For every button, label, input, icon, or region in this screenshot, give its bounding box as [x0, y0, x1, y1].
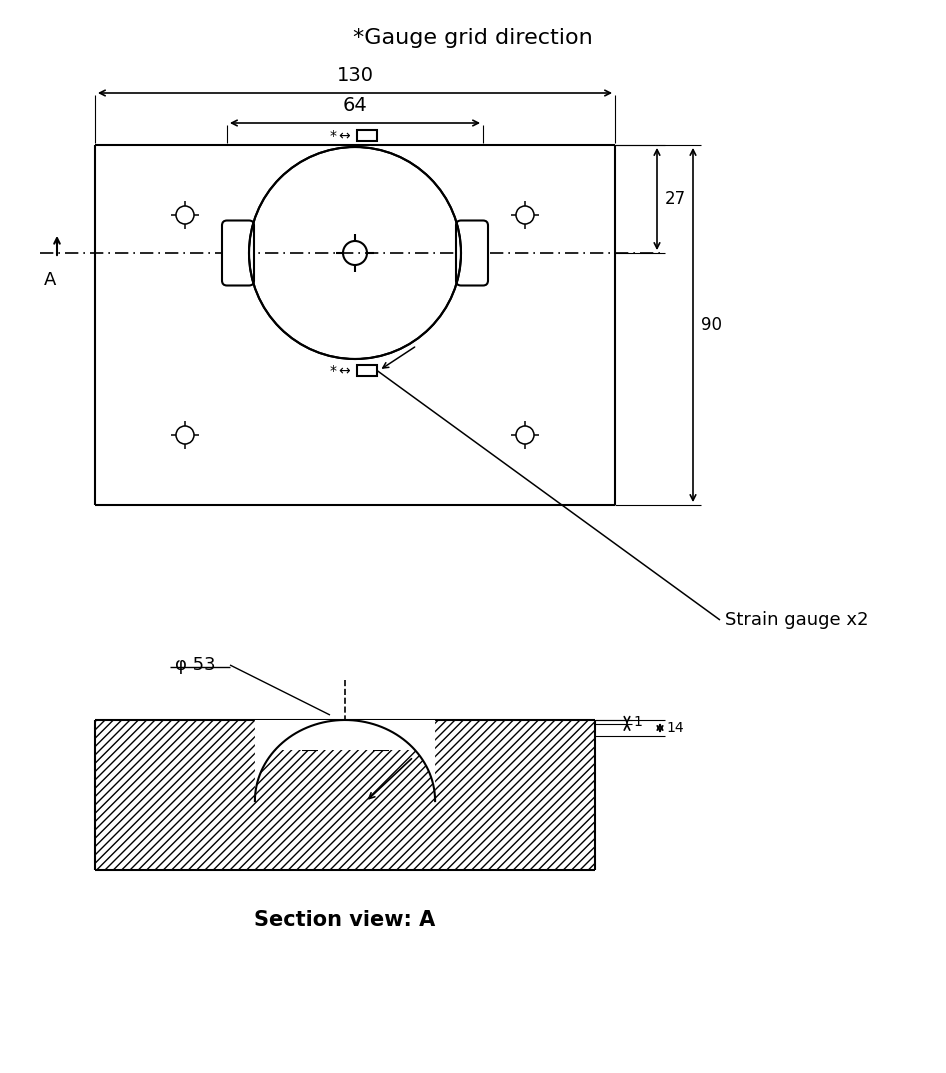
Bar: [254, 720, 435, 750]
Polygon shape: [254, 720, 435, 802]
Bar: [95, 720, 595, 870]
Text: 27: 27: [665, 190, 686, 208]
Text: *Gauge grid direction: *Gauge grid direction: [353, 28, 593, 48]
Bar: [373, 720, 389, 750]
Text: *$\leftrightarrow$: *$\leftrightarrow$: [329, 129, 352, 143]
FancyBboxPatch shape: [456, 220, 488, 285]
Text: 90: 90: [701, 317, 722, 334]
Bar: [357, 130, 377, 141]
Bar: [95, 720, 595, 870]
Text: 64: 64: [342, 95, 367, 115]
Bar: [302, 720, 318, 750]
Text: Strain gauge x2: Strain gauge x2: [725, 611, 868, 629]
Text: φ 53: φ 53: [175, 656, 216, 674]
Text: 14: 14: [666, 721, 684, 735]
Bar: [357, 365, 377, 376]
Text: A: A: [44, 271, 56, 289]
Text: Section view: A: Section view: A: [254, 910, 435, 930]
Circle shape: [249, 147, 461, 359]
Text: *$\leftrightarrow$: *$\leftrightarrow$: [329, 364, 352, 378]
FancyBboxPatch shape: [222, 220, 254, 285]
Text: 130: 130: [337, 67, 374, 85]
Text: 1: 1: [633, 715, 642, 729]
